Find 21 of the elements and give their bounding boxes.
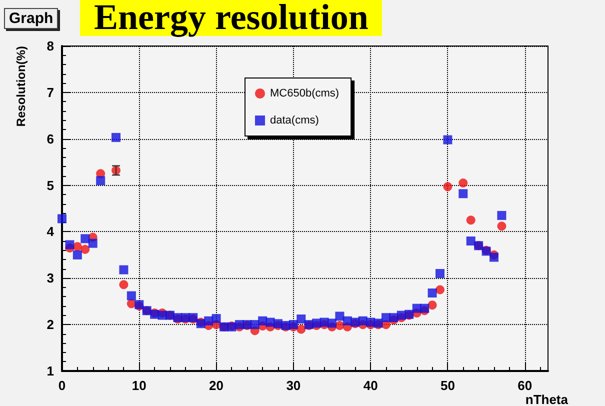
chart-title: Energy resolution	[80, 0, 382, 37]
y-tick-label: 1	[46, 364, 54, 378]
x-tick-label: 30	[286, 378, 301, 393]
x-tick-label: 10	[132, 378, 146, 393]
x-tick-label: 40	[363, 378, 378, 393]
x-tick-label: 60	[518, 378, 532, 393]
y-tick-label: 2	[46, 317, 54, 332]
y-axis-title: Resolution(%)	[14, 46, 28, 127]
legend-label: MC650b(cms)	[270, 88, 340, 100]
x-tick-label: 20	[209, 378, 224, 393]
y-tick-label: 7	[46, 84, 54, 100]
y-tick-label: 6	[46, 131, 54, 146]
y-tick-label: 8	[46, 38, 54, 54]
y-tick-label: 3	[46, 270, 54, 286]
y-tick-label: 4	[46, 224, 55, 240]
x-tick-label: 50	[440, 378, 455, 393]
x-axis-title: nTheta	[525, 392, 569, 406]
x-tick-label: 0	[58, 378, 66, 393]
y-tick-label: 5	[46, 178, 54, 193]
text: Graph	[4, 8, 58, 29]
legend-label: data(cms)	[270, 114, 319, 126]
